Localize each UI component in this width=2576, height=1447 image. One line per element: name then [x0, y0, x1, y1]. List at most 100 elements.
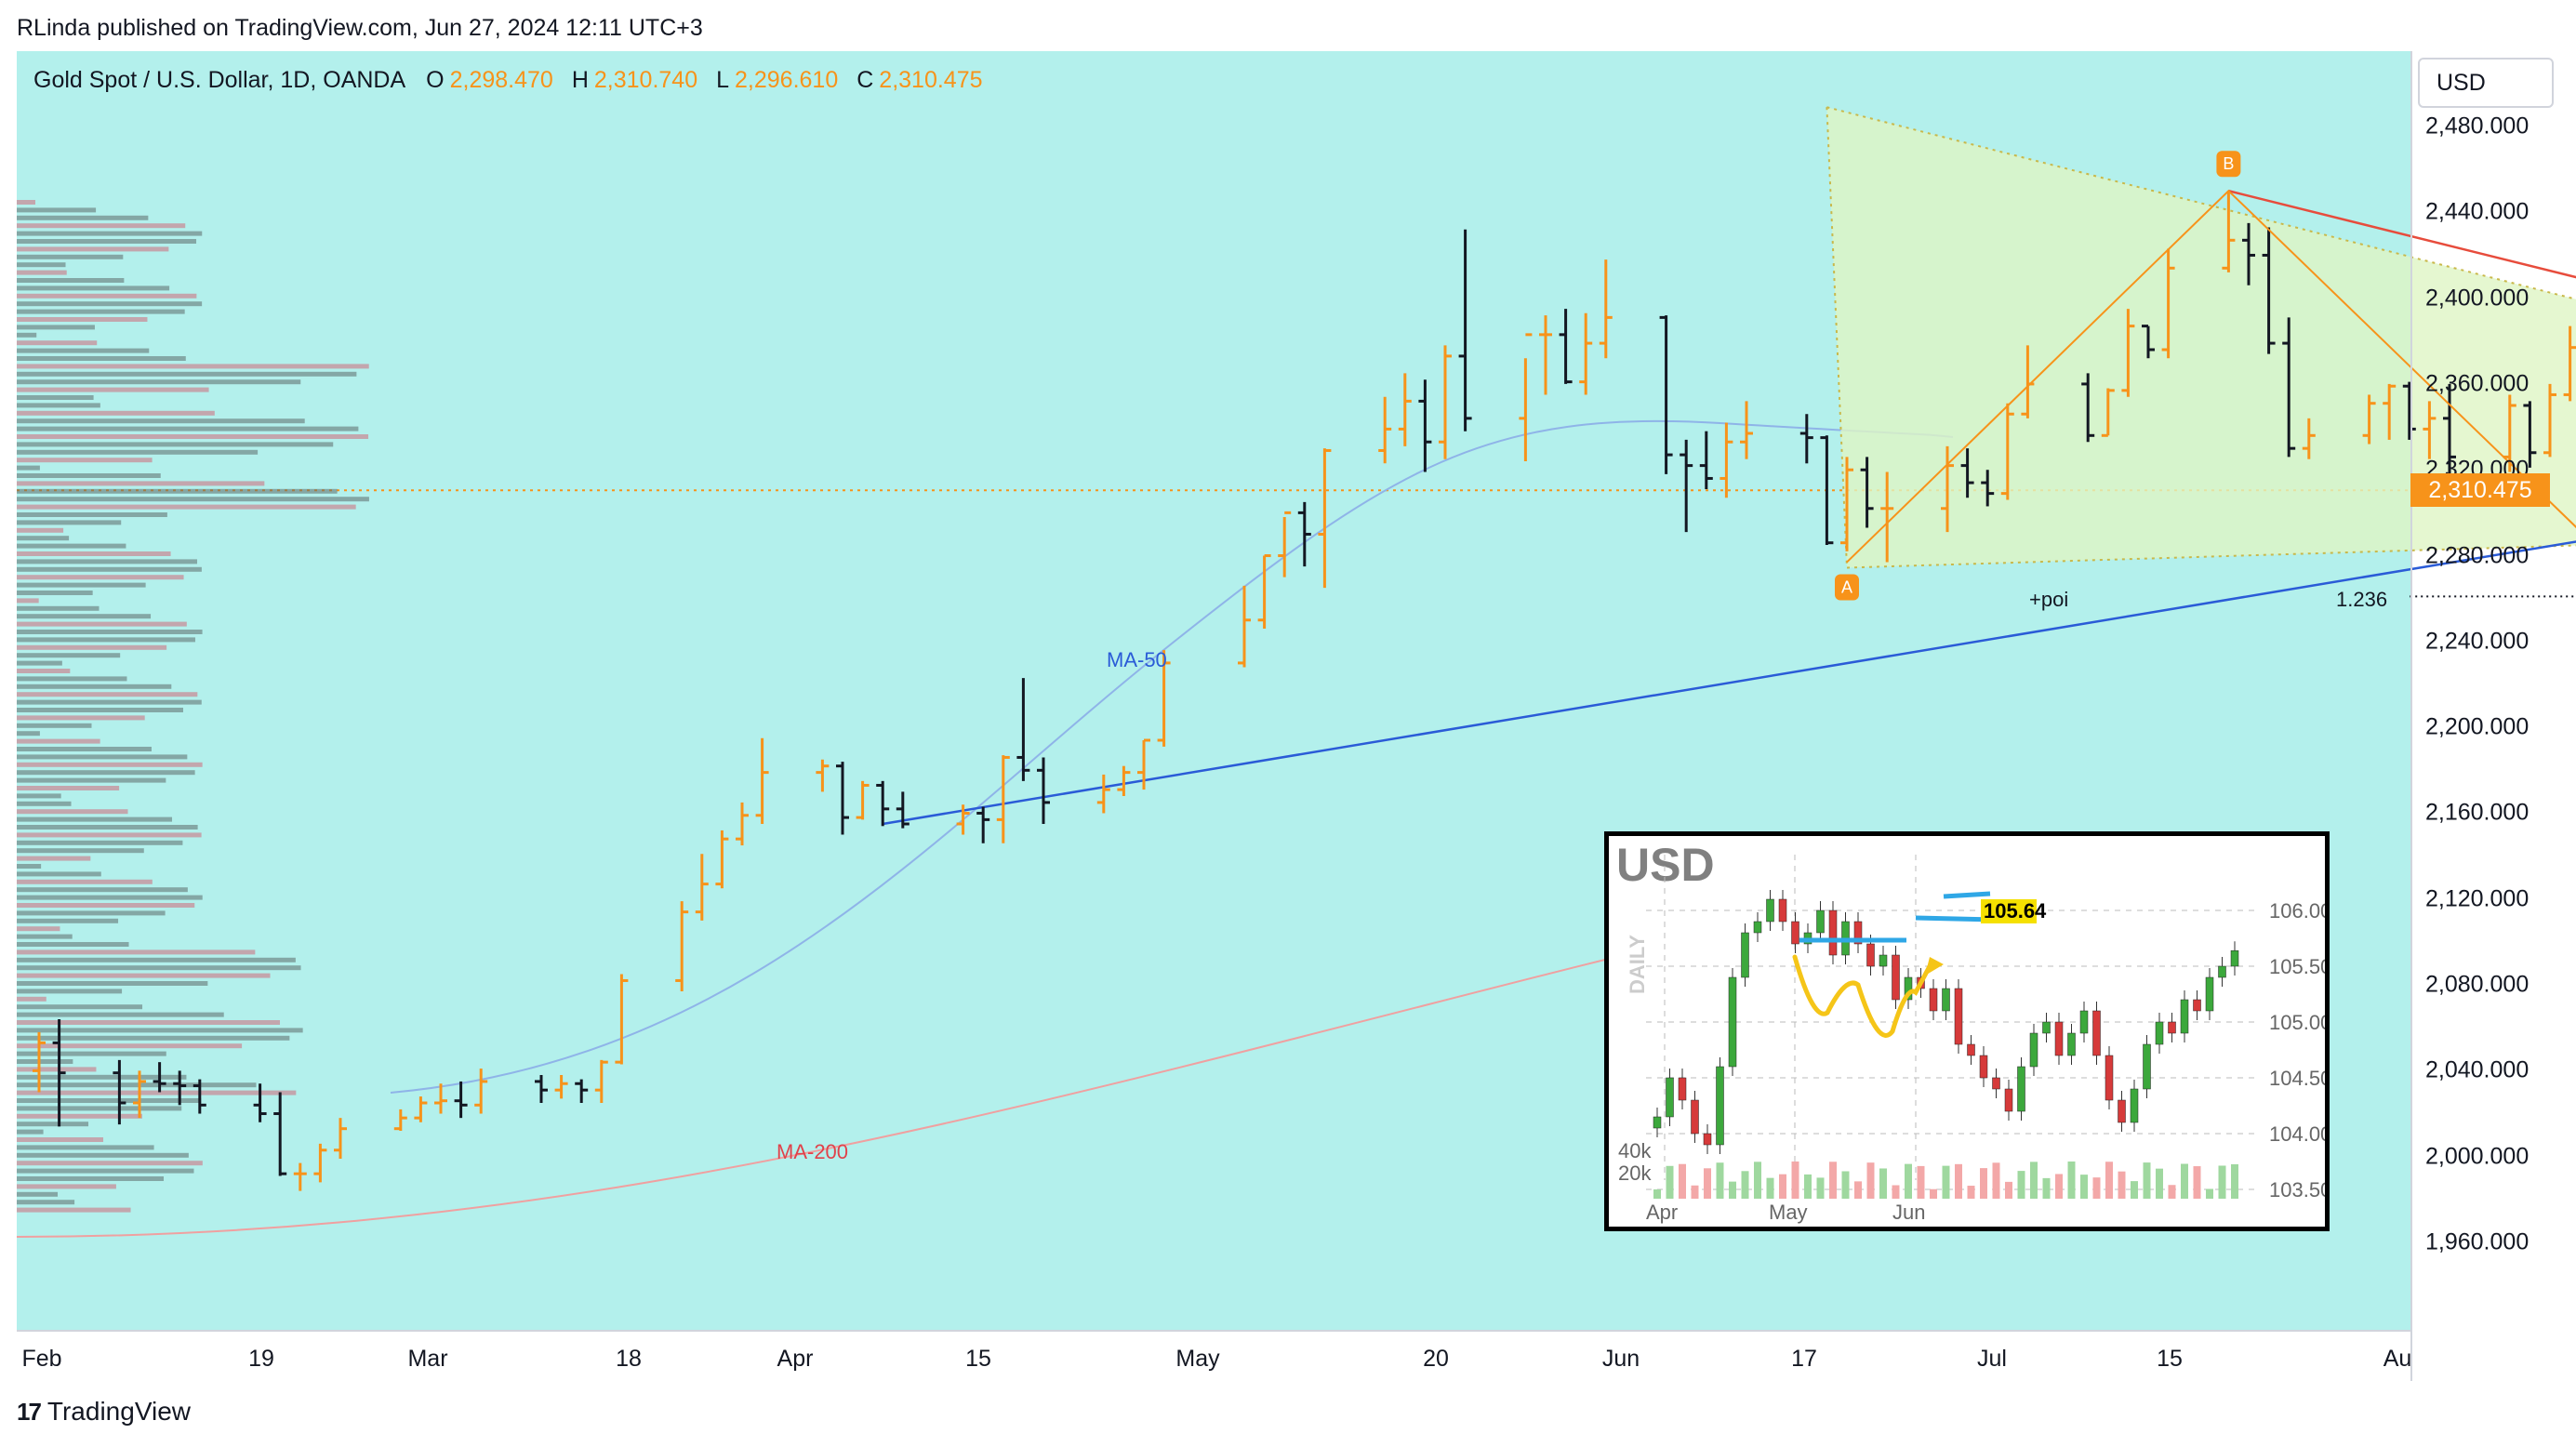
volume-profile-bar	[17, 637, 195, 643]
volume-profile-bar	[17, 957, 296, 962]
triangle-pattern	[1826, 107, 2576, 568]
inset-volume-bar	[2080, 1175, 2088, 1199]
inset-yellow-pattern-curve	[1792, 954, 1932, 1038]
ohlc-bar	[1680, 439, 1693, 533]
volume-profile-bar	[17, 660, 62, 666]
volume-profile-bar	[17, 754, 188, 760]
inset-candle	[2067, 1032, 2076, 1056]
footer-brand-text: TradingView	[46, 1397, 192, 1426]
currency-button[interactable]: USD	[2418, 58, 2554, 108]
ohlc-bar	[535, 1075, 548, 1103]
volume-profile-bar	[17, 371, 357, 377]
volume-profile-bar	[17, 801, 72, 806]
volume-profile-bar	[17, 715, 145, 721]
ohlc-bar	[695, 854, 709, 921]
inset-graphic: 106.00 105.50 105.00 104.50 104.00 103.50 Apr M…	[1618, 855, 2325, 1224]
point-a-label: A	[1841, 577, 1852, 596]
volume-profile-bar	[17, 364, 369, 369]
volume-profile-bar	[17, 356, 186, 361]
volume-profile-bar	[17, 981, 208, 986]
inset-volume-bar	[1854, 1181, 1862, 1199]
volume-profile-bar	[17, 231, 203, 236]
volume-profile-bar	[17, 566, 202, 572]
point-a-label-badge	[1835, 574, 1859, 601]
ohlc-bar	[736, 802, 749, 846]
harmonic-abcd-line	[1846, 189, 2576, 564]
ohlc-bar	[393, 1108, 407, 1131]
inset-candle	[1741, 932, 1749, 978]
volume-profile-bar	[17, 512, 167, 517]
volume-profile-bar	[17, 403, 100, 408]
inset-volume-bar	[1816, 1177, 1825, 1199]
close-value: 2,310.475	[879, 67, 983, 93]
volume-profile-bar	[17, 644, 167, 650]
inset-candle	[1666, 1077, 1674, 1118]
time-axis-divider	[17, 1330, 2410, 1332]
time-tick-label: Apr	[777, 1346, 814, 1372]
inset-blue-resistance-3	[1943, 891, 1991, 899]
inset-volume-bar	[1866, 1162, 1875, 1199]
ohlc-bar	[1880, 471, 1894, 563]
inset-volume-bar	[1841, 1171, 1850, 1199]
time-tick-label: 15	[965, 1346, 991, 1372]
volume-profile-bar	[17, 575, 184, 580]
time-tick-label: Feb	[21, 1346, 62, 1372]
volume-profile-bar	[17, 1113, 142, 1119]
symbol-name[interactable]: Gold Spot / U.S. Dollar, 1D, OANDA	[33, 67, 406, 93]
inset-volume-bar	[2168, 1185, 2176, 1199]
ohlc-bar	[1860, 457, 1874, 528]
inset-price-tick: 104.00	[2269, 1122, 2325, 1146]
ohlc-bar	[474, 1069, 488, 1114]
inset-volume-bar	[2231, 1163, 2238, 1199]
volume-profile-bar	[17, 926, 60, 932]
ohlc-bar	[1599, 259, 1613, 359]
time-tick-label: Au	[2383, 1346, 2412, 1372]
inset-candle	[1879, 954, 1888, 967]
volume-profile-bar	[17, 973, 271, 978]
ma50-label: MA-50	[1107, 648, 1167, 671]
inset-candle	[1778, 898, 1787, 923]
volume-profile-bar	[17, 996, 46, 1002]
ohlc-bar	[454, 1081, 468, 1119]
ohlc-bar	[434, 1083, 447, 1114]
ohlc-bar	[2262, 227, 2276, 354]
ohlc-bar	[715, 830, 729, 889]
volume-profile-bar	[17, 848, 144, 854]
ohlc-bar	[1378, 396, 1392, 464]
ohlc-bar	[1820, 435, 1834, 545]
inset-arrow-icon	[1925, 957, 1944, 976]
inset-volume-bar	[2092, 1177, 2101, 1199]
volume-profile-bar	[17, 1168, 194, 1174]
volume-profile-bar	[17, 747, 152, 751]
inset-volume-bar	[1905, 1163, 1912, 1199]
inset-candle	[1892, 954, 1900, 1001]
volume-profile-bar	[17, 465, 40, 471]
volume-profile-bar	[17, 965, 301, 971]
volume-profile-bar	[17, 942, 129, 947]
ohlc-bar	[153, 1062, 166, 1093]
volume-profile-bar	[17, 379, 301, 385]
volume-profile-bar	[17, 434, 369, 439]
volume-profile-bar	[17, 1129, 44, 1135]
inset-time-tick: May	[1769, 1201, 1808, 1224]
footer-brand[interactable]: 17 TradingView	[17, 1397, 191, 1427]
inset-candle	[1766, 898, 1774, 923]
inset-volume-bar	[1829, 1162, 1837, 1199]
resistance-trendline	[2228, 190, 2576, 279]
volume-profile-bar	[17, 738, 100, 744]
ohlc-bar	[2402, 381, 2416, 440]
ohlc-bar	[836, 762, 849, 835]
volume-profile-bar	[17, 387, 209, 392]
volume-profile-bar	[17, 591, 93, 595]
ohlc-bar	[52, 1019, 66, 1127]
inset-candle	[1791, 921, 1799, 945]
volume-profile-bar	[17, 332, 37, 338]
volume-profile-bar	[17, 809, 128, 815]
volume-profile-bar	[17, 473, 161, 478]
inset-volume-bar	[1791, 1162, 1799, 1199]
support-trendline	[882, 540, 2576, 826]
volume-profile-bar	[17, 1122, 89, 1127]
inset-volume-bar	[1879, 1168, 1887, 1199]
inset-candle	[2054, 1021, 2064, 1056]
